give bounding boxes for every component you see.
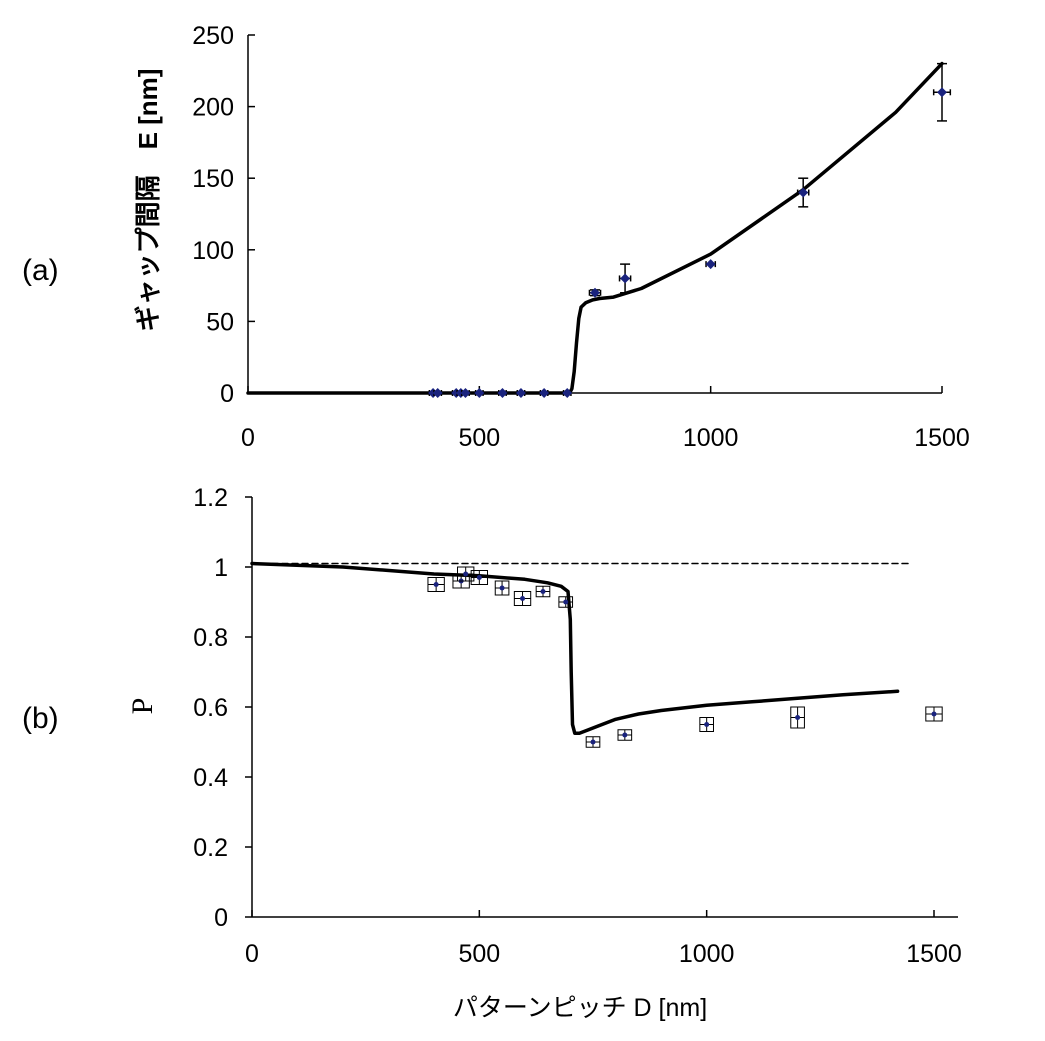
data-point-b-6 — [535, 585, 551, 598]
data-marker — [705, 259, 716, 270]
data-marker — [704, 722, 710, 727]
data-point-a-6 — [497, 388, 508, 398]
data-marker — [937, 87, 947, 98]
data-point-b-7 — [558, 596, 574, 608]
data-marker — [620, 273, 631, 284]
y-tick-label-a-1: 50 — [206, 308, 234, 336]
lines-b — [250, 561, 913, 736]
data-point-b-10 — [699, 717, 714, 732]
panel-b: (b) P パターンピッチ D [nm] 0 0.2 0.4 0.6 0.8 1 1.2 0… — [22, 484, 962, 1022]
data-marker — [798, 187, 809, 198]
data-point-a-1 — [432, 388, 443, 398]
data-point-a-5 — [474, 388, 485, 398]
data-marker — [622, 732, 628, 738]
data-marker — [590, 287, 600, 298]
data-point-a-10 — [588, 287, 602, 298]
x-ticks-a: 0 500 1000 1500 — [241, 386, 970, 452]
data-marker — [563, 599, 569, 605]
data-point-b-0 — [427, 577, 445, 592]
y-tick-label-b-2: 0.4 — [193, 764, 228, 792]
data-point-a-11 — [618, 263, 632, 294]
y-tick-label-b-6: 1.2 — [193, 484, 228, 512]
y-axis-label-b: P — [126, 698, 159, 715]
data-point-b-9 — [617, 729, 633, 741]
y-ticks-b: 0 0.2 0.4 0.6 0.8 1 1.2 — [193, 484, 252, 932]
panel-label-a: (a) — [22, 254, 59, 287]
data-point-b-11 — [790, 706, 805, 729]
data-point-a-4 — [460, 388, 471, 398]
y-axis-label-a: ギャップ間隔 E [nm] — [133, 69, 163, 332]
y-tick-label-a-2: 100 — [192, 237, 234, 265]
data-marker — [539, 388, 550, 398]
data-point-a-7 — [516, 388, 526, 398]
x-axis-label-b: パターンピッチ D [nm] — [453, 994, 707, 1022]
y-tick-label-a-3: 150 — [192, 165, 234, 193]
y-tick-label-b-1: 0.2 — [193, 834, 228, 862]
y-tick-label-b-4: 0.8 — [193, 624, 228, 652]
data-marker — [590, 739, 596, 745]
data-marker — [931, 711, 937, 717]
points-a — [428, 62, 952, 398]
data-marker — [562, 388, 573, 398]
panel-a: (a) ギャップ間隔 E [nm] 0 50 100 150 200 250 0 500 10… — [22, 22, 970, 452]
data-point-b-4 — [494, 580, 510, 596]
y-tick-label-a-5: 250 — [192, 22, 234, 50]
data-marker — [433, 582, 439, 587]
data-point-b-8 — [585, 736, 601, 748]
y-tick-label-a-0: 0 — [220, 380, 234, 408]
panel-label-b: (b) — [22, 702, 59, 735]
y-tick-label-b-3: 0.6 — [193, 694, 228, 722]
x-tick-label-b-1: 500 — [458, 940, 500, 968]
data-marker — [463, 571, 469, 577]
data-point-b-3 — [470, 570, 489, 585]
x-tick-label-b-0: 0 — [245, 940, 259, 968]
x-tick-label-a-2: 1000 — [683, 424, 739, 452]
x-tick-label-a-1: 500 — [458, 424, 500, 452]
data-point-a-9 — [562, 388, 573, 398]
data-marker — [795, 715, 801, 720]
data-marker — [497, 388, 508, 398]
y-tick-label-a-4: 200 — [192, 94, 234, 122]
data-point-b-5 — [513, 591, 532, 606]
x-tick-label-b-3: 1500 — [906, 940, 962, 968]
model-line-a — [246, 61, 944, 395]
points-b — [427, 566, 943, 748]
data-marker — [520, 596, 526, 601]
y-ticks-a: 0 50 100 150 200 250 — [192, 22, 255, 408]
data-point-b-12 — [925, 706, 943, 722]
x-tick-label-a-3: 1500 — [914, 424, 970, 452]
lines-a — [246, 61, 944, 395]
data-marker — [474, 388, 485, 398]
data-marker — [476, 575, 482, 580]
y-tick-label-b-5: 1 — [214, 554, 228, 582]
data-point-a-8 — [539, 388, 550, 398]
data-marker — [516, 388, 526, 398]
data-marker — [432, 388, 443, 398]
data-point-a-13 — [796, 177, 810, 208]
model-line-b — [250, 561, 900, 736]
data-marker — [460, 388, 471, 398]
data-marker — [499, 585, 505, 591]
x-ticks-b: 0 500 1000 1500 — [245, 910, 962, 968]
data-point-a-14 — [932, 62, 952, 122]
data-point-a-12 — [705, 259, 717, 270]
data-marker — [540, 589, 546, 594]
x-tick-label-a-0: 0 — [241, 424, 255, 452]
y-tick-label-b-0: 0 — [214, 904, 228, 932]
x-tick-label-b-2: 1000 — [679, 940, 735, 968]
